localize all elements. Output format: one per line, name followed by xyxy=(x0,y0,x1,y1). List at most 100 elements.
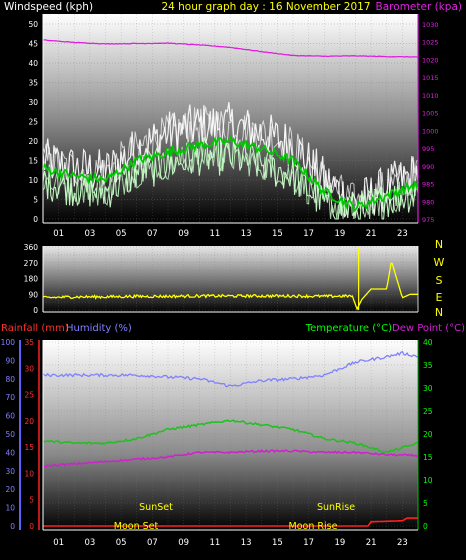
wind-x-tick-01: 01 xyxy=(53,229,64,239)
series-average-line-b xyxy=(42,141,419,220)
wind-y-tick-5: 5 xyxy=(33,196,38,205)
baro-y-tick-1005: 1005 xyxy=(422,110,439,118)
baro-y-tick-1010: 1010 xyxy=(422,92,439,100)
temp-hum-axes: 0510152025303540010203040506070809010005… xyxy=(1,338,433,548)
rain-y-tick-35: 35 xyxy=(24,338,34,347)
rain-y-tick-5: 5 xyxy=(29,496,34,505)
temp-y-tick-15: 15 xyxy=(423,453,433,462)
barometer-axis-label: Barometer (kpa) xyxy=(376,1,462,13)
temp-hum-series-layer xyxy=(42,350,419,527)
baro-y-tick-995: 995 xyxy=(422,145,434,153)
rainfall-axis-label: Rainfall (mm) xyxy=(1,323,69,334)
temp-hum-x-tick-13: 13 xyxy=(241,538,252,548)
rain-y-tick-0: 0 xyxy=(29,522,34,531)
windspeed-axis-label: Windspeed (kph) xyxy=(4,1,93,13)
temp-hum-x-tick-09: 09 xyxy=(178,538,189,548)
wind-y-tick-0: 0 xyxy=(33,215,38,224)
moonrise-label: Moon Rise xyxy=(289,521,338,532)
wind-y-tick-30: 30 xyxy=(28,98,38,107)
baro-y-tick-1015: 1015 xyxy=(422,74,439,82)
temp-hum-plot-area xyxy=(43,340,418,530)
series-windspeed-line-b xyxy=(42,106,419,219)
temp-hum-x-tick-05: 05 xyxy=(116,538,127,548)
wind-y-tick-25: 25 xyxy=(28,118,38,127)
humidity-y-tick-80: 80 xyxy=(5,375,15,384)
temp-y-tick-0: 0 xyxy=(423,522,428,531)
humidity-y-tick-10: 10 xyxy=(5,504,15,513)
dir-letter-n-bottom: N xyxy=(435,306,443,319)
wind-x-tick-21: 21 xyxy=(366,229,377,239)
wind-x-tick-13: 13 xyxy=(241,229,252,239)
baro-y-tick-985: 985 xyxy=(422,181,434,189)
temp-hum-x-tick-01: 01 xyxy=(53,538,64,548)
wind-y-tick-10: 10 xyxy=(28,176,38,185)
humidity-y-tick-30: 30 xyxy=(5,467,15,476)
temp-y-tick-20: 20 xyxy=(423,430,433,439)
baro-y-tick-1000: 1000 xyxy=(422,127,439,135)
temp-y-tick-5: 5 xyxy=(423,499,428,508)
humidity-y-tick-70: 70 xyxy=(5,393,15,402)
baro-y-tick-975: 975 xyxy=(422,216,434,224)
wind-x-tick-07: 07 xyxy=(147,229,158,239)
baro-y-tick-1030: 1030 xyxy=(422,21,439,29)
wind-y-tick-45: 45 xyxy=(28,40,38,49)
humidity-y-tick-40: 40 xyxy=(5,448,15,457)
wind-y-tick-40: 40 xyxy=(28,59,38,68)
temp-hum-x-tick-23: 23 xyxy=(397,538,408,548)
rain-y-tick-25: 25 xyxy=(24,391,34,400)
wind-y-tick-20: 20 xyxy=(28,137,38,146)
dir-letter-w: W xyxy=(434,256,445,269)
rain-y-tick-30: 30 xyxy=(24,364,34,373)
direction-y-tick-90: 90 xyxy=(28,290,38,299)
baro-y-tick-1020: 1020 xyxy=(422,56,439,64)
sunrise-label: SunRise xyxy=(317,502,355,513)
dir-letter-n-top: N xyxy=(435,238,443,251)
wind-series-layer xyxy=(42,39,419,220)
rain-y-tick-15: 15 xyxy=(24,443,34,452)
direction-y-tick-0: 0 xyxy=(33,306,38,315)
series-windspeed-line xyxy=(42,102,419,218)
series-temperature-line xyxy=(42,419,419,454)
temp-hum-x-tick-11: 11 xyxy=(209,538,220,548)
direction-series-layer xyxy=(42,247,418,311)
temp-y-tick-10: 10 xyxy=(423,476,433,485)
baro-y-tick-980: 980 xyxy=(422,198,434,206)
wind-y-tick-15: 15 xyxy=(28,157,38,166)
wind-x-tick-23: 23 xyxy=(397,229,408,239)
baro-y-tick-990: 990 xyxy=(422,163,434,171)
direction-axes: 0 90 180 270 360 xyxy=(24,243,419,315)
temp-hum-x-tick-03: 03 xyxy=(84,538,95,548)
rain-y-tick-10: 10 xyxy=(24,469,34,478)
series-barometer-line xyxy=(43,39,419,58)
wind-axes: 0510152025303540455097598098599099510001… xyxy=(28,14,439,239)
direction-y-tick-270: 270 xyxy=(24,259,39,268)
temp-hum-x-tick-19: 19 xyxy=(334,538,345,548)
direction-y-tick-180: 180 xyxy=(24,275,39,284)
series-humidity-line xyxy=(42,350,419,388)
temperature-axis-label: Temperature (°C) xyxy=(305,323,392,334)
wind-x-tick-15: 15 xyxy=(272,229,283,239)
chart-title: 24 hour graph day : 16 November 2017 xyxy=(161,1,370,13)
humidity-y-tick-60: 60 xyxy=(5,412,15,421)
moonset-label: Moon Set xyxy=(114,521,159,532)
humidity-y-tick-50: 50 xyxy=(5,430,15,439)
dewpoint-axis-label: Dew Point (°C) xyxy=(392,323,465,334)
dir-letter-e: E xyxy=(436,291,443,304)
humidity-axis-label: Humidity (%) xyxy=(66,323,132,334)
rain-y-tick-20: 20 xyxy=(24,417,34,426)
temp-y-tick-40: 40 xyxy=(423,338,433,347)
wind-x-tick-05: 05 xyxy=(116,229,127,239)
direction-grid xyxy=(42,246,419,312)
humidity-y-tick-0: 0 xyxy=(10,522,15,531)
wind-x-tick-03: 03 xyxy=(84,229,95,239)
wind-y-tick-35: 35 xyxy=(28,79,38,88)
baro-y-tick-1025: 1025 xyxy=(422,39,439,47)
humidity-y-tick-100: 100 xyxy=(1,338,16,347)
series-rainfall-line xyxy=(43,517,418,527)
wind-y-tick-50: 50 xyxy=(28,20,38,29)
wind-x-tick-11: 11 xyxy=(209,229,220,239)
series-dewpoint-line xyxy=(42,449,419,468)
wind-x-tick-17: 17 xyxy=(303,229,314,239)
